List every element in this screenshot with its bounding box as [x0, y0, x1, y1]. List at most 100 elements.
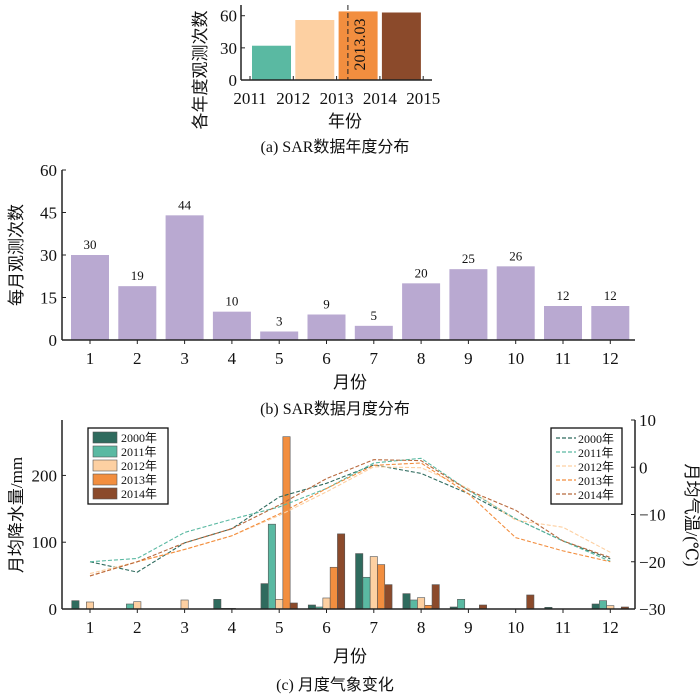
x-tick-label: 9	[464, 618, 473, 637]
x-tick-label: 4	[228, 618, 237, 637]
y-tick-label-right: −20	[639, 553, 666, 572]
x-tick-label: 12	[602, 349, 619, 368]
bar-2014年-6	[337, 533, 346, 610]
line-2014年	[89, 459, 611, 577]
data-label: 20	[415, 265, 428, 280]
panel-c-xlabel: 月份	[333, 647, 367, 666]
y-tick-label-right: 10	[639, 411, 656, 430]
bar-2011年-5	[267, 523, 276, 610]
legend-label: 2014年	[121, 487, 157, 501]
legend-swatch	[92, 431, 118, 444]
data-label: 19	[131, 268, 144, 283]
bar-month-1	[71, 255, 109, 340]
data-label: 44	[178, 197, 192, 212]
y-tick-label-right: −10	[639, 506, 666, 525]
y-tick-label: 0	[49, 331, 58, 350]
bar-month-6	[307, 314, 346, 340]
x-tick-label: 7	[370, 618, 379, 637]
bar-month-12	[591, 306, 630, 340]
x-tick-label: 2012	[276, 89, 310, 108]
data-label: 9	[323, 297, 330, 312]
y-tick-label-right: −30	[639, 600, 666, 619]
bar-2012年-1	[86, 601, 94, 610]
x-tick-label: 5	[275, 349, 284, 368]
legend-label: 2000年	[121, 431, 157, 445]
x-tick-label: 7	[370, 349, 379, 368]
legend-swatch	[92, 487, 118, 500]
panel-a-ylabel: 各年度观测次数	[191, 11, 210, 130]
y-tick-label: 15	[40, 289, 57, 308]
data-label: 5	[371, 308, 378, 323]
legend-swatch	[92, 459, 118, 472]
bar-2000年-1	[71, 600, 80, 610]
x-tick-label: 6	[322, 618, 331, 637]
bar-2012年-2	[133, 601, 142, 610]
bar-2000年-12	[591, 603, 600, 610]
legend-label: 2014年	[578, 488, 614, 502]
panel-a: 2013.03 0 30 60 2011 2012 2013 2014 2015 年份 各年度观…	[191, 5, 440, 156]
panel-a-caption: (a) SAR数据年度分布	[261, 138, 410, 156]
x-tick-label: 11	[555, 618, 571, 637]
x-tick-label: 1	[86, 618, 95, 637]
bar-2012年-7	[369, 556, 378, 610]
bar-2000年-4	[213, 599, 222, 610]
x-tick-label: 5	[275, 618, 284, 637]
bar-2011年-2	[126, 603, 134, 610]
bar-2014年-8	[431, 584, 440, 610]
x-tick-label: 9	[464, 349, 473, 368]
bar-2013	[338, 11, 378, 80]
bar-month-11	[544, 306, 582, 340]
data-label: 12	[557, 288, 570, 303]
legend-label: 2013年	[578, 474, 614, 488]
data-label: 12	[604, 288, 617, 303]
legend-label: 2011年	[121, 445, 157, 459]
data-label: 10	[225, 294, 238, 309]
legend-label: 2012年	[121, 459, 157, 473]
x-tick-label: 2011	[233, 89, 266, 108]
panel-b-caption: (b) SAR数据月度分布	[260, 400, 410, 418]
annotation-label: 2013.03	[352, 19, 369, 71]
panel-b-ylabel: 每月观测次数	[7, 204, 26, 306]
bar-2000年-5	[260, 583, 269, 610]
bar-month-3	[165, 215, 204, 340]
legend-label: 2013年	[121, 473, 157, 487]
y-tick-label: 0	[229, 71, 238, 90]
panel-b-xlabel: 月份	[333, 373, 367, 392]
x-tick-label: 3	[180, 349, 189, 368]
x-tick-label: 10	[507, 618, 524, 637]
x-tick-label: 3	[180, 618, 189, 637]
legend-label: 2012年	[578, 460, 614, 474]
bar-2013年-6	[329, 566, 338, 610]
line-2011年	[89, 457, 611, 563]
panel-c-caption: (c) 月度气象变化	[276, 676, 394, 694]
x-tick-label: 8	[417, 618, 426, 637]
bar-2012年-8	[417, 597, 426, 610]
legend-label: 2000年	[578, 432, 614, 446]
x-tick-label: 11	[555, 349, 571, 368]
bar-2011年-9	[457, 599, 466, 610]
x-tick-label: 6	[322, 349, 331, 368]
panel-c-ylabel-right: 月均气温/(℃)	[682, 463, 700, 566]
bar-month-5	[260, 331, 299, 340]
bar-2014	[381, 12, 421, 80]
bar-2000年-8	[402, 593, 411, 610]
y-tick-label: 60	[40, 161, 57, 180]
bar-2011年-12	[599, 600, 607, 610]
y-tick-label: 60	[220, 7, 237, 26]
x-tick-label: 2	[133, 618, 142, 637]
panel-b: 30 1 19 2 44 3 10 4 3 5 9 6 5 7 20 8 25 9 26 10 12 11 12 12 0 15 3…	[7, 161, 635, 418]
line-2013年	[89, 462, 611, 577]
bar-2012年-5	[275, 599, 284, 610]
y-tick-label: 30	[220, 39, 237, 58]
bar-2012年-6	[322, 597, 331, 610]
x-tick-label: 2	[133, 349, 142, 368]
bar-2014年-10	[526, 594, 535, 610]
bar-month-7	[354, 325, 393, 340]
bar-2011年-7	[362, 576, 371, 610]
legend-swatch	[92, 445, 118, 458]
x-tick-label: 2014	[363, 89, 398, 108]
